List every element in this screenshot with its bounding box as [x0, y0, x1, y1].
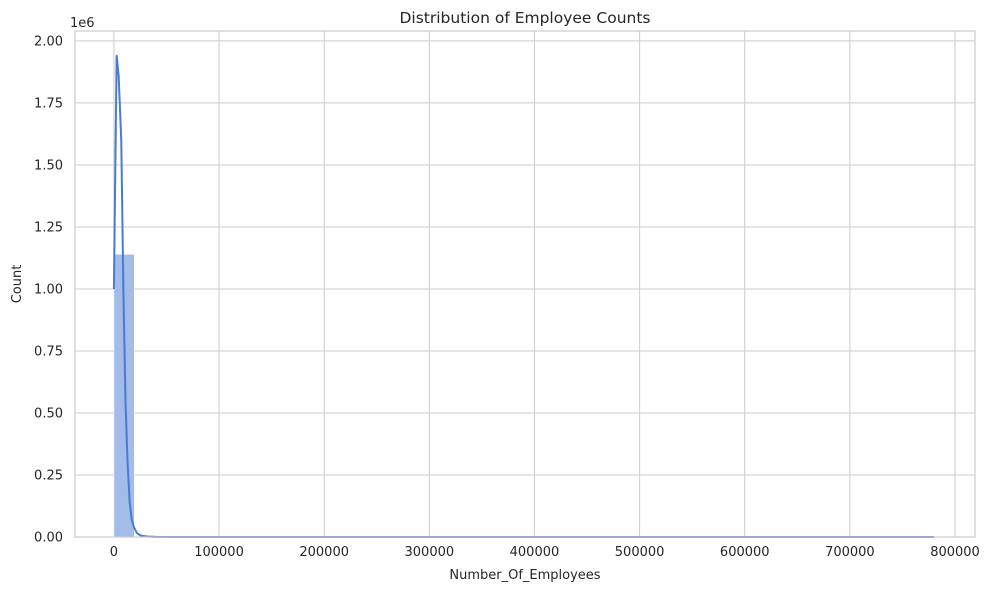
y-tick-label: 0.75	[34, 344, 63, 359]
x-tick-label: 500000	[615, 545, 665, 560]
x-tick-label: 800000	[930, 545, 980, 560]
y-tick-label: 0.00	[34, 531, 63, 546]
x-tick-label: 300000	[405, 545, 455, 560]
x-axis-label: Number_Of_Employees	[449, 568, 600, 583]
y-tick-labels: 0.00 0.25 0.50 0.75 1.00 1.25 1.50 1.75 2.00	[34, 34, 63, 545]
y-tick-label: 1.75	[34, 96, 63, 111]
x-tick-label: 600000	[720, 545, 770, 560]
chart-title: Distribution of Employee Counts	[399, 9, 650, 27]
x-tick-labels: 0 100000 200000 300000 400000 500000 600000 700…	[110, 545, 980, 560]
y-tick-label: 1.00	[34, 282, 63, 297]
y-tick-label: 0.50	[34, 406, 63, 421]
y-tick-label: 1.50	[34, 158, 63, 173]
x-tick-label: 700000	[825, 545, 875, 560]
grid-layer	[75, 31, 975, 538]
x-tick-label: 100000	[194, 545, 244, 560]
plot-frame	[74, 30, 976, 538]
x-tick-label: 400000	[510, 545, 560, 560]
plot-background	[75, 31, 975, 537]
y-tick-label: 1.25	[34, 220, 63, 235]
y-tick-label: 0.25	[34, 468, 63, 483]
y-offset-text: 1e6	[70, 16, 95, 31]
x-tick-label: 200000	[299, 545, 349, 560]
y-tick-label: 2.00	[34, 34, 63, 49]
y-axis-label: Count	[10, 265, 25, 304]
x-tick-label: 0	[110, 545, 118, 560]
